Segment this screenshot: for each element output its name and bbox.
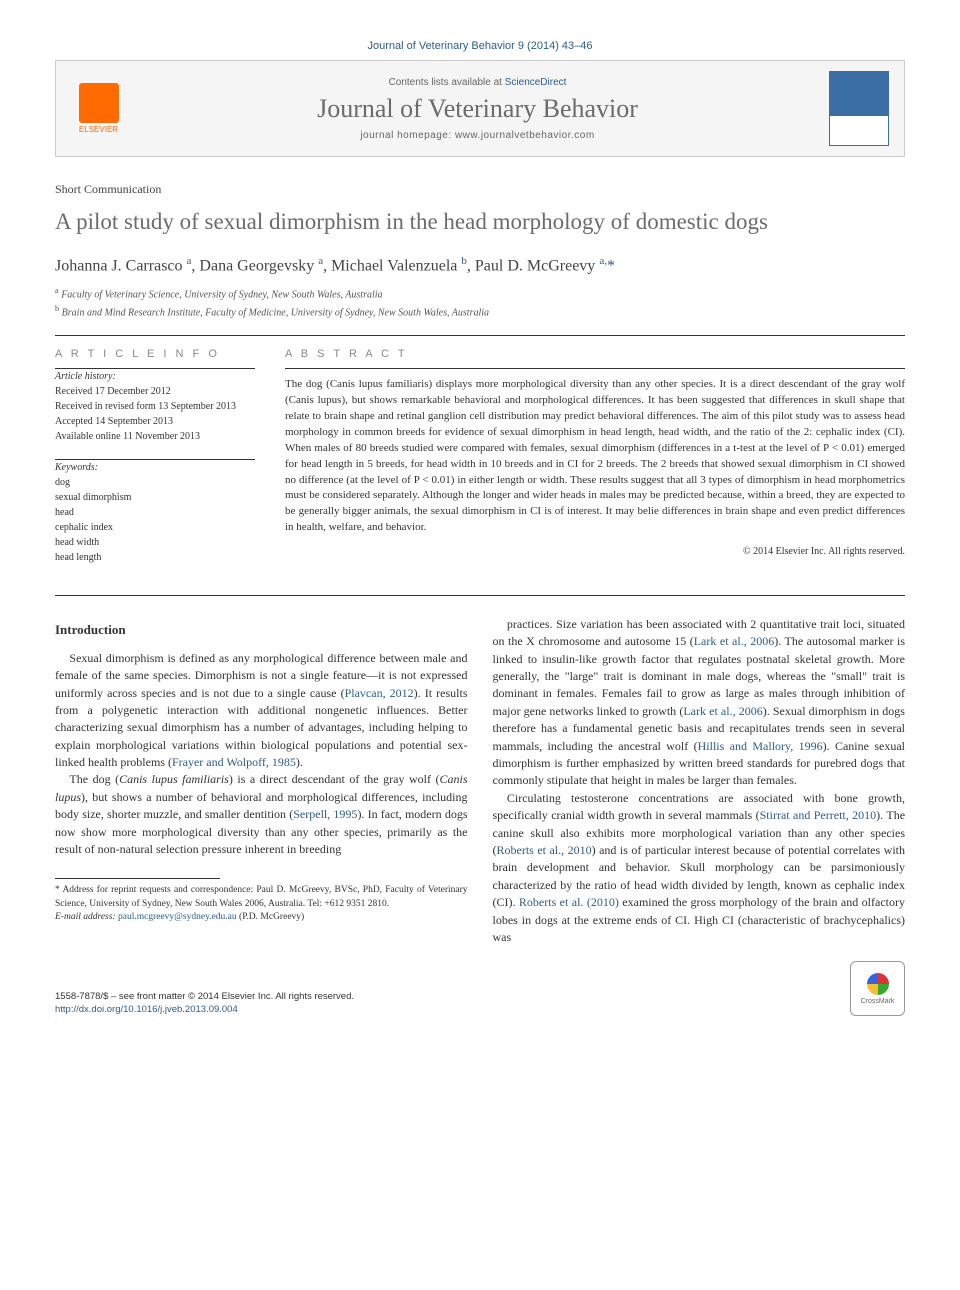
p2b: ) is a direct descendant of the gray wol… [229, 772, 440, 786]
intro-heading: Introduction [55, 621, 468, 640]
abstract-column: A B S T R A C T The dog (Canis lupus fam… [285, 348, 905, 580]
cite-frayer[interactable]: Frayer and Wolpoff, 1985 [172, 755, 296, 769]
body-text: Introduction Sexual dimorphism is define… [55, 616, 905, 946]
homepage-line: journal homepage: www.journalvetbehavior… [126, 130, 829, 141]
cite-plavcan[interactable]: Plavcan, 2012 [345, 686, 414, 700]
journal-name: Journal of Veterinary Behavior [126, 94, 829, 124]
top-citation: Journal of Veterinary Behavior 9 (2014) … [55, 40, 905, 52]
contents-prefix: Contents lists available at [389, 77, 505, 88]
article-title: A pilot study of sexual dimorphism in th… [55, 207, 905, 237]
homepage-url[interactable]: www.journalvetbehavior.com [455, 130, 595, 141]
accepted-date: Accepted 14 September 2013 [55, 414, 255, 429]
doi-link[interactable]: http://dx.doi.org/10.1016/j.jveb.2013.09… [55, 1004, 238, 1015]
cite-lark1[interactable]: Lark et al., 2006 [694, 634, 775, 648]
revised-date: Received in revised form 13 September 20… [55, 399, 255, 414]
email-suffix: (P.D. McGreevy) [237, 912, 305, 922]
received-date: Received 17 December 2012 [55, 384, 255, 399]
elsevier-label: ELSEVIER [79, 125, 118, 134]
online-date: Available online 11 November 2013 [55, 429, 255, 444]
cite-serpell[interactable]: Serpell, 1995 [293, 807, 357, 821]
cite-stirrat[interactable]: Stirrat and Perrett, 2010 [760, 808, 877, 822]
homepage-prefix: journal homepage: [360, 130, 455, 141]
footnotes: * Address for reprint requests and corre… [55, 884, 468, 924]
footnote-separator [55, 878, 220, 879]
journal-cover-thumbnail [829, 71, 889, 146]
article-info-column: A R T I C L E I N F O Article history: R… [55, 348, 255, 580]
elsevier-logo: ELSEVIER [71, 79, 126, 139]
cite-lark2[interactable]: Lark et al., 2006 [683, 704, 762, 718]
issn-line: 1558-7878/$ – see front matter © 2014 El… [55, 990, 354, 1003]
affiliation-b: Brain and Mind Research Institute, Facul… [62, 307, 489, 318]
corresponding-author: * Address for reprint requests and corre… [55, 884, 468, 911]
cite-hillis[interactable]: Hillis and Mallory, 1996 [698, 739, 823, 753]
history-label: Article history: [55, 369, 255, 384]
keywords-label: Keywords: [55, 460, 255, 475]
p2a: The dog ( [69, 772, 119, 786]
divider [55, 335, 905, 336]
contents-line: Contents lists available at ScienceDirec… [126, 77, 829, 88]
article-type: Short Communication [55, 182, 905, 197]
authors: Johanna J. Carrasco a, Dana Georgevsky a… [55, 255, 905, 275]
article-info-heading: A R T I C L E I N F O [55, 348, 255, 360]
affiliations: a Faculty of Veterinary Science, Univers… [55, 285, 905, 320]
crossmark-icon [867, 973, 889, 995]
crossmark-label: CrossMark [861, 998, 895, 1005]
cite-roberts1[interactable]: Roberts et al., 2010 [497, 843, 592, 857]
affiliation-a: Faculty of Veterinary Science, Universit… [61, 290, 382, 301]
keywords-list: dogsexual dimorphismheadcephalic indexhe… [55, 475, 255, 565]
abstract-heading: A B S T R A C T [285, 348, 905, 360]
copyright: © 2014 Elsevier Inc. All rights reserved… [285, 546, 905, 557]
p1c: ). [296, 755, 303, 769]
sciencedirect-link[interactable]: ScienceDirect [505, 77, 567, 88]
email-label: E-mail address: [55, 912, 118, 922]
cite-roberts2[interactable]: Roberts et al. (2010) [519, 895, 619, 909]
species-dog: Canis lupus familiaris [119, 772, 229, 786]
email-link[interactable]: paul.mcgreevy@sydney.edu.au [118, 912, 237, 922]
crossmark-badge[interactable]: CrossMark [850, 961, 905, 1016]
elsevier-tree-icon [79, 83, 119, 123]
journal-header: ELSEVIER Contents lists available at Sci… [55, 60, 905, 157]
abstract-text: The dog (Canis lupus familiaris) display… [285, 377, 905, 536]
footer: 1558-7878/$ – see front matter © 2014 El… [55, 961, 905, 1016]
